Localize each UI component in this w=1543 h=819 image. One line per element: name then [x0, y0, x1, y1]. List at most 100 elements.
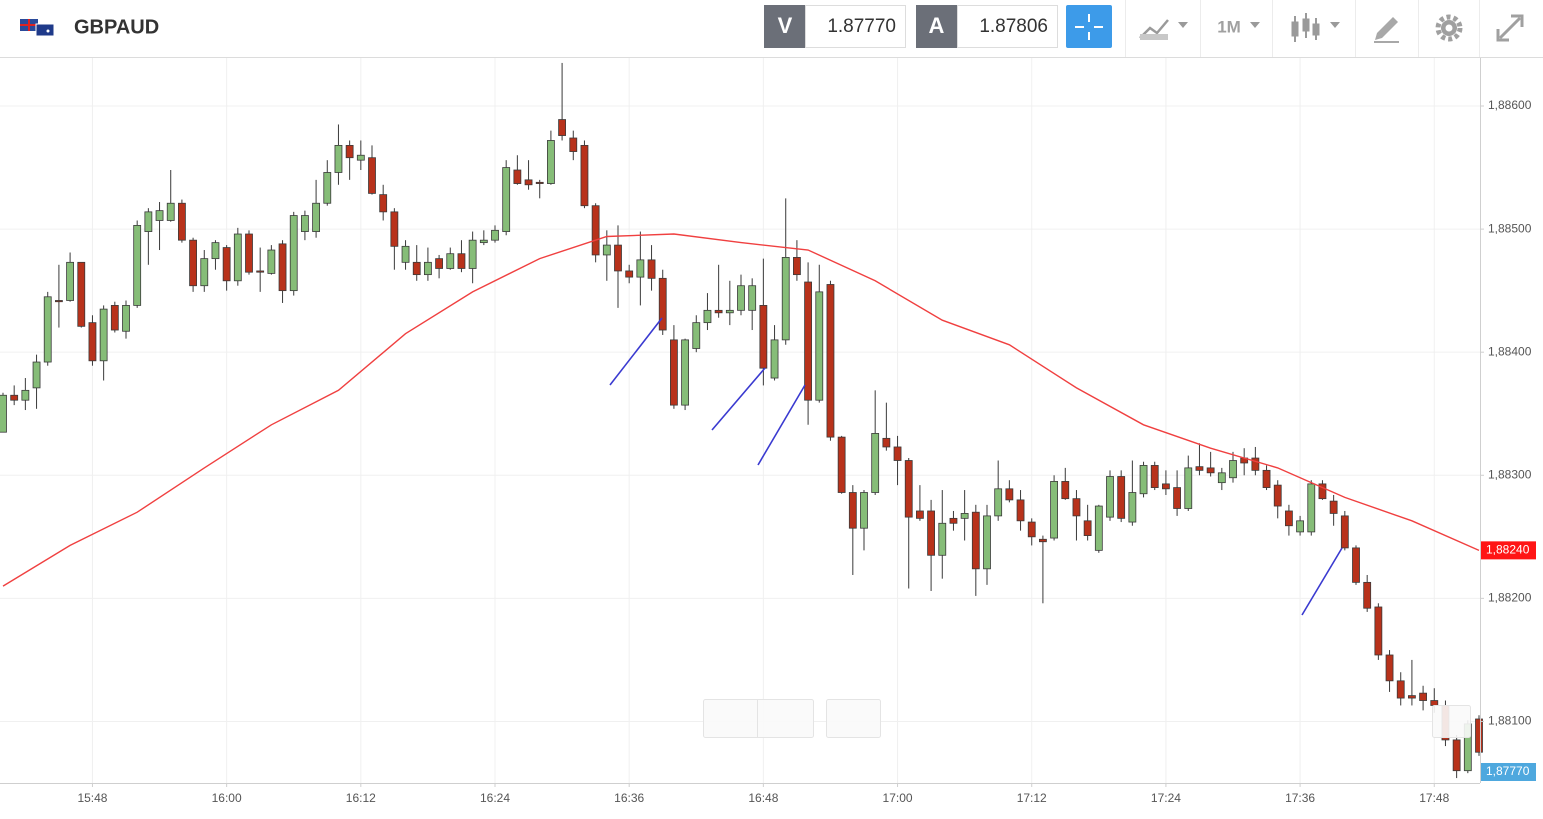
candle-body-up: [144, 211, 153, 232]
expand-icon: [1498, 16, 1522, 40]
candle-body-up: [1106, 476, 1114, 518]
candle-body-down: [1419, 692, 1427, 701]
settings-button[interactable]: [1435, 14, 1463, 42]
candle-body-down: [882, 437, 891, 448]
axes: 1,88600 1,88500 1,88400 1,88300 1,88200 1,881…: [0, 58, 1532, 805]
caret: [1178, 22, 1188, 28]
candle-body-up: [636, 259, 645, 278]
candle-body-down: [189, 239, 197, 287]
candle-body-down: [1206, 467, 1215, 474]
candle-body-down: [535, 181, 544, 184]
pen-icon: [1375, 17, 1398, 40]
candle-body-down: [793, 257, 801, 276]
candle-body-down: [916, 510, 924, 519]
candle-body-down: [379, 194, 388, 213]
x-tick-label: 16:12: [346, 791, 376, 805]
timeframe-button[interactable]: 1M: [1217, 17, 1260, 36]
x-tick-label: 16:24: [480, 791, 510, 805]
candle-body-down: [1318, 483, 1327, 500]
candle-body-down: [759, 305, 768, 369]
expand-icon: [1511, 14, 1524, 27]
reset-button[interactable]: [826, 699, 881, 738]
candle-body-up: [424, 261, 432, 276]
expand-icon: [1496, 29, 1509, 42]
candle-body-up: [737, 285, 745, 311]
candle-body-up: [1229, 460, 1237, 479]
candle-style-button[interactable]: [1291, 13, 1340, 42]
candle-body-up: [446, 253, 455, 269]
candle-body-down: [1072, 498, 1081, 517]
bid-box: [805, 5, 906, 48]
candle-body-up: [960, 513, 969, 519]
candle-body-down: [569, 137, 578, 152]
bid-button[interactable]: [764, 5, 805, 48]
candle-body-down: [1195, 466, 1204, 471]
caret: [1330, 22, 1340, 28]
candle-body-down: [390, 211, 399, 247]
candle-body-down: [1117, 476, 1126, 519]
overlay-buttons: [703, 699, 1471, 738]
trend-line[interactable]: [1301, 547, 1343, 616]
candle-body-up: [479, 239, 488, 244]
zoom-button[interactable]: [703, 699, 814, 738]
candle-body-up: [267, 249, 276, 274]
candle-body-up: [1094, 505, 1103, 551]
candle-body-down: [1273, 484, 1282, 507]
price-tags: 1,88240 1,87770: [1481, 541, 1536, 781]
candle-body-down: [904, 460, 913, 518]
x-tick-label: 16:48: [748, 791, 778, 805]
y-tick-label: 1,88300: [1488, 467, 1532, 481]
candle-body-down: [580, 144, 589, 207]
flag-icon: [20, 19, 55, 37]
toolbar: GBPAUD V 1.87770 A 1.87806: [0, 0, 1543, 58]
candle-body-up: [301, 215, 309, 232]
candle-body-down: [893, 446, 902, 461]
last-price-tag: [1481, 763, 1536, 781]
candle-body-up: [166, 202, 175, 221]
candle-body-up: [1217, 472, 1226, 484]
draw-tool-button[interactable]: [1374, 17, 1399, 43]
candle-body-up: [770, 339, 779, 379]
candle-body-down: [77, 261, 86, 327]
timeframe: 1M: [1217, 17, 1241, 36]
y-tick-label: 1,88200: [1488, 591, 1532, 605]
y-tick-label: 1,88400: [1488, 344, 1532, 358]
trend-line[interactable]: [757, 384, 806, 466]
scroll-button[interactable]: [1432, 705, 1471, 738]
candle-body-down: [88, 322, 97, 362]
ma-price-tag: [1481, 541, 1536, 560]
trend-line[interactable]: [711, 367, 766, 431]
candle-body-up: [602, 244, 611, 256]
candle-body-up: [312, 202, 320, 232]
trend-line[interactable]: [609, 317, 663, 386]
candle-body-down: [1352, 547, 1360, 583]
candle-body-up: [725, 309, 734, 314]
candle-body-down: [1475, 718, 1483, 753]
chart-type-button[interactable]: [1139, 19, 1188, 40]
candle-body-down: [658, 277, 667, 331]
x-tick-label: 17:24: [1151, 791, 1181, 805]
candle-body-up: [155, 210, 164, 221]
candle-body-up: [994, 488, 1003, 517]
ask-price: 1.87806: [979, 16, 1048, 37]
candle-body-up: [871, 433, 880, 493]
plot-area: [0, 62, 1483, 779]
candle-body-up: [32, 361, 41, 389]
fullscreen-button[interactable]: [1496, 14, 1524, 42]
candle-body-down: [1005, 488, 1014, 501]
crosshair-button[interactable]: [1066, 5, 1112, 48]
candle-body-down: [591, 205, 600, 256]
candle-body-down: [524, 179, 533, 186]
candle-body-up: [1050, 481, 1058, 539]
candle-body-down: [345, 144, 354, 159]
ask-button[interactable]: [916, 5, 957, 48]
candle-body-up: [233, 233, 242, 282]
candle-body-down: [368, 157, 376, 194]
moving-average-line: [2, 233, 1480, 587]
candle-body-up: [334, 144, 343, 173]
candle-body-up: [200, 258, 209, 287]
candle-body-up: [502, 167, 511, 232]
candle-body-down: [1262, 469, 1271, 488]
drawings: [609, 317, 1343, 616]
candle-body-down: [110, 305, 119, 331]
